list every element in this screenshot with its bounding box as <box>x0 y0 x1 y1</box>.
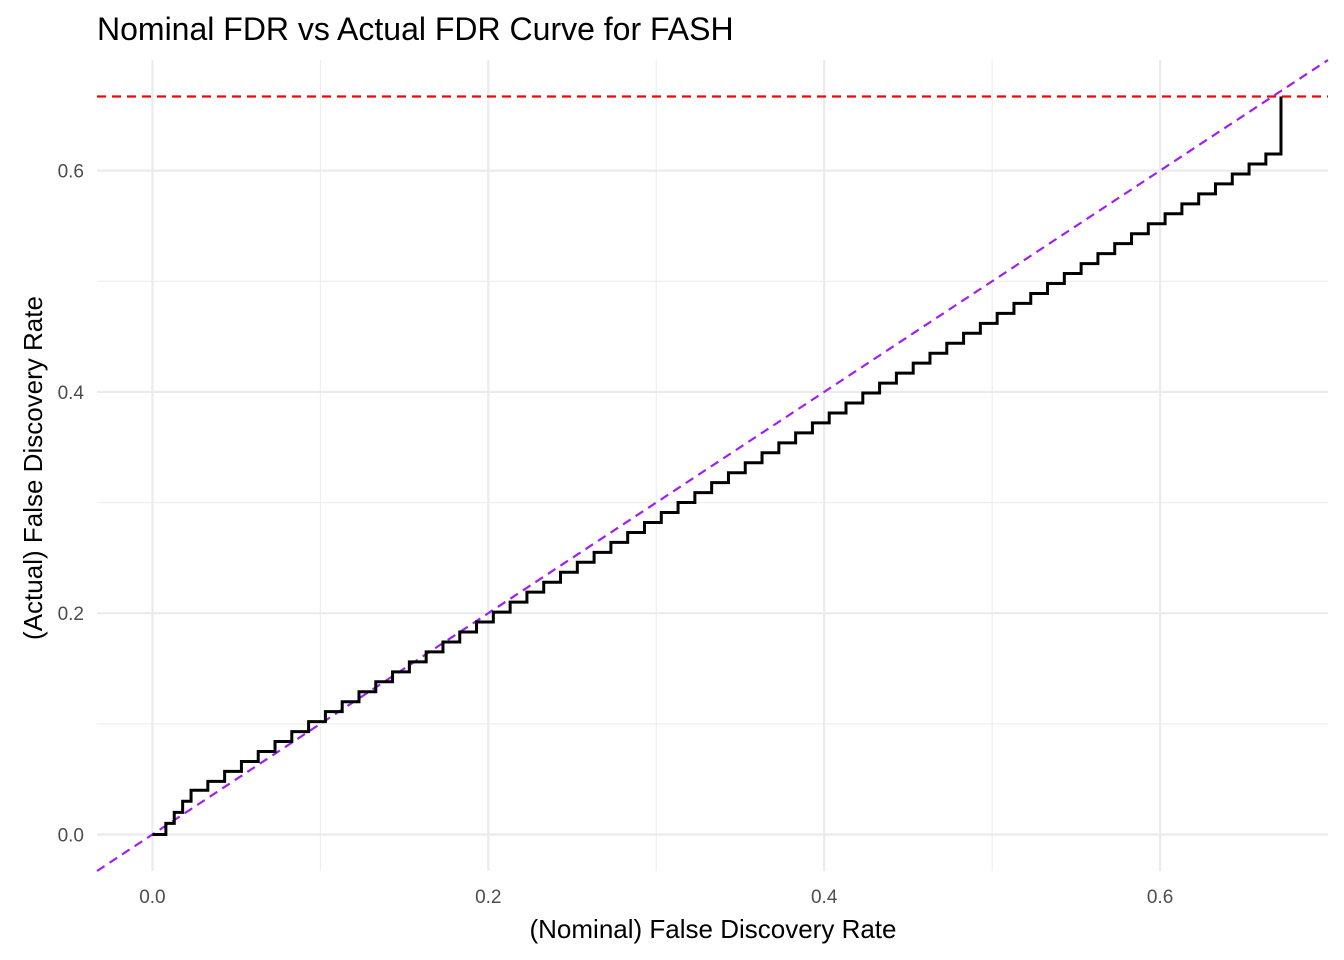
x-axis-ticks: 0.0 0.2 0.4 0.6 <box>139 887 1173 908</box>
x-axis-title: (Nominal) False Discovery Rate <box>530 914 897 944</box>
x-tick-label: 0.6 <box>1147 887 1173 908</box>
y-tick-label: 0.6 <box>58 162 84 183</box>
x-tick-label: 0.0 <box>139 887 165 908</box>
grid <box>97 60 1328 871</box>
identity-reference-line <box>96 59 1329 872</box>
y-axis-ticks: 0.0 0.2 0.4 0.6 <box>58 162 85 847</box>
chart-title: Nominal FDR vs Actual FDR Curve for FASH <box>97 11 734 47</box>
reference-lines <box>96 59 1329 872</box>
y-tick-label: 0.0 <box>58 825 84 846</box>
series-layer <box>152 96 1283 836</box>
y-tick-label: 0.2 <box>58 604 84 625</box>
x-tick-label: 0.2 <box>475 887 501 908</box>
fdr-step-line <box>152 96 1283 836</box>
x-tick-label: 0.4 <box>811 887 838 908</box>
y-axis-title: (Actual) False Discovery Rate <box>18 296 48 640</box>
y-tick-label: 0.4 <box>58 383 85 404</box>
